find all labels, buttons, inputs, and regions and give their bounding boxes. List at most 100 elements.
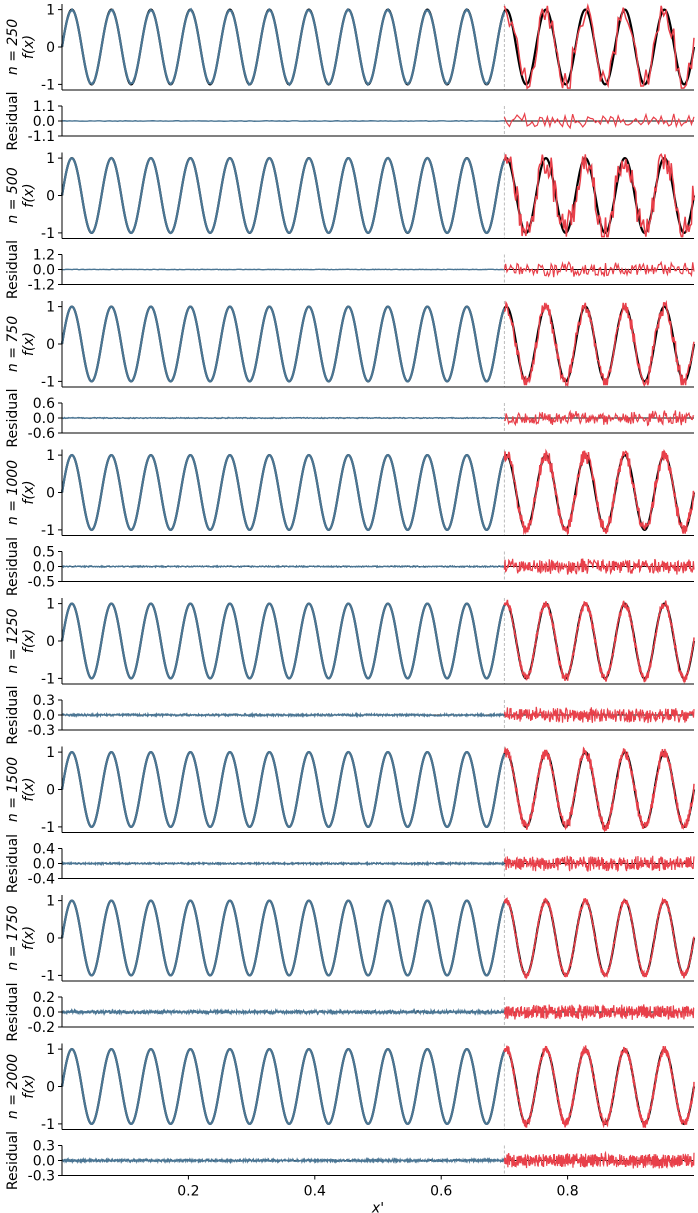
extrapolation-residual-line xyxy=(504,409,695,427)
panel-1250: 1 0 -1 n = 1250 f(x) 0.30.0-0.3 Residual xyxy=(5,597,696,745)
residual-y-tick-label: 1.2 xyxy=(33,248,55,264)
extrapolation-fit-line xyxy=(503,1045,695,1129)
function-y-tick-label: 0 xyxy=(46,783,55,799)
residual-y-tick-label: -0.3 xyxy=(28,1169,55,1185)
extrapolation-fit-line xyxy=(503,896,695,980)
residual-y-tick-label: -0.6 xyxy=(28,426,55,442)
function-y-label: f(x) xyxy=(21,332,37,356)
train-fit-line xyxy=(60,750,506,829)
residual-y-tick-label: -1.1 xyxy=(28,129,55,145)
function-y-tick-label: 0 xyxy=(46,486,55,502)
row-label: n = 1500 xyxy=(5,757,21,822)
function-y-tick-label: -1 xyxy=(41,374,55,390)
residual-y-tick-label: 0.0 xyxy=(33,1005,55,1021)
extrapolation-residual-line xyxy=(503,111,695,130)
residual-y-tick-label: 0.0 xyxy=(33,411,55,427)
residual-y-tick-label: -0.2 xyxy=(28,1020,55,1036)
residual-y-tick-label: 0.2 xyxy=(33,990,55,1006)
x-tick-label: 0.4 xyxy=(304,1184,326,1200)
function-y-tick-label: 0 xyxy=(46,189,55,205)
panel-2000: 1 0 -1 n = 2000 f(x) 0.30.0-0.3 Residual 0.2 0.4… xyxy=(5,1042,696,1213)
row-label: n = 500 xyxy=(5,167,21,223)
x-tick-label: 0.2 xyxy=(177,1184,199,1200)
x-tick-label: 0.6 xyxy=(430,1184,452,1200)
extrapolation-fit-line xyxy=(503,152,695,238)
residual-y-tick-label: 0.0 xyxy=(33,560,55,576)
train-residual-line xyxy=(61,268,505,271)
function-y-tick-label: 1 xyxy=(46,3,55,19)
residual-y-label: Residual xyxy=(5,537,21,596)
function-y-tick-label: 0 xyxy=(46,337,55,353)
panel-500: 1 0 -1 n = 500 f(x) 1.20.0-1.2 Residual xyxy=(5,151,696,299)
function-y-tick-label: 0 xyxy=(46,931,55,947)
train-residual-line xyxy=(61,1007,506,1017)
residual-y-label: Residual xyxy=(5,685,21,744)
train-fit-line xyxy=(60,453,506,532)
residual-y-tick-label: -0.3 xyxy=(28,723,55,739)
row-label: n = 1250 xyxy=(5,608,21,673)
residual-y-label: Residual xyxy=(5,834,21,893)
row-label: n = 250 xyxy=(5,19,21,75)
train-fit-line xyxy=(60,1047,506,1126)
train-residual-line xyxy=(61,1156,506,1165)
residual-y-tick-label: 0.3 xyxy=(33,693,55,709)
function-y-tick-label: 1 xyxy=(46,745,55,761)
panel-750: 1 0 -1 n = 750 f(x) 0.60.0-0.6 Residual xyxy=(5,299,696,448)
function-y-label: f(x) xyxy=(21,1074,37,1098)
function-y-label: f(x) xyxy=(21,480,37,504)
residual-y-tick-label: 0.0 xyxy=(33,708,55,724)
residual-y-tick-label: 0.3 xyxy=(33,1139,55,1155)
residual-y-tick-label: 1.1 xyxy=(33,99,55,115)
train-residual-line xyxy=(61,860,505,867)
panel-1500: 1 0 -1 n = 1500 f(x) 0.40.0-0.4 Residual xyxy=(5,745,696,893)
row-label: n = 2000 xyxy=(5,1054,21,1119)
function-y-tick-label: 1 xyxy=(46,1042,55,1058)
residual-y-tick-label: 0.0 xyxy=(33,1154,55,1170)
residual-y-label: Residual xyxy=(5,240,21,299)
residual-y-label: Residual xyxy=(5,982,21,1041)
extrapolation-fit-line xyxy=(503,746,695,833)
function-y-label: f(x) xyxy=(21,183,37,207)
train-residual-line xyxy=(61,416,505,420)
function-y-tick-label: -1 xyxy=(41,671,55,687)
function-y-label: f(x) xyxy=(21,926,37,950)
extrapolation-residual-line xyxy=(503,260,695,278)
train-residual-line xyxy=(61,564,505,569)
residual-y-tick-label: -1.2 xyxy=(28,278,55,294)
residual-y-tick-label: 0.5 xyxy=(33,545,55,561)
function-y-tick-label: 1 xyxy=(46,448,55,464)
extrapolation-fit-line xyxy=(503,2,695,90)
extrapolation-residual-line xyxy=(503,1004,695,1022)
extrapolation-residual-line xyxy=(503,558,695,576)
row-label: n = 1750 xyxy=(5,905,21,970)
residual-y-tick-label: 0.0 xyxy=(33,114,55,130)
residual-y-label: Residual xyxy=(5,1131,21,1190)
function-y-tick-label: -1 xyxy=(41,77,55,93)
extrapolation-fit-line xyxy=(503,599,695,684)
residual-y-tick-label: -0.5 xyxy=(28,575,55,591)
extrapolation-residual-line xyxy=(503,1150,695,1169)
panel-250: 1 0 -1 n = 250 f(x) 1.10.0-1.1 Residual xyxy=(5,2,696,151)
residual-y-tick-label: -0.4 xyxy=(28,872,55,888)
train-residual-line xyxy=(61,711,505,719)
function-y-tick-label: -1 xyxy=(41,523,55,539)
function-y-tick-label: 0 xyxy=(46,1080,55,1096)
function-y-tick-label: -1 xyxy=(41,968,55,984)
function-y-label: f(x) xyxy=(21,629,37,653)
residual-y-tick-label: 0.6 xyxy=(33,396,55,412)
function-y-tick-label: 1 xyxy=(46,597,55,613)
panel-1750: 1 0 -1 n = 1750 f(x) 0.20.0-0.2 Residual xyxy=(5,894,696,1042)
x-tick-label: 0.8 xyxy=(556,1184,578,1200)
train-fit-line xyxy=(60,899,506,977)
extrapolation-fit-line xyxy=(503,299,695,387)
function-y-label: f(x) xyxy=(21,35,37,59)
residual-y-tick-label: 0.0 xyxy=(33,857,55,873)
train-residual-line xyxy=(61,120,505,122)
x-axis-label: x' xyxy=(371,1201,384,1213)
residual-y-tick-label: 0.4 xyxy=(33,842,55,858)
function-y-tick-label: -1 xyxy=(41,226,55,242)
extrapolation-residual-line xyxy=(503,855,695,873)
residual-y-tick-label: 0.0 xyxy=(33,263,55,279)
function-y-tick-label: -1 xyxy=(41,820,55,836)
function-y-tick-label: 1 xyxy=(46,151,55,167)
